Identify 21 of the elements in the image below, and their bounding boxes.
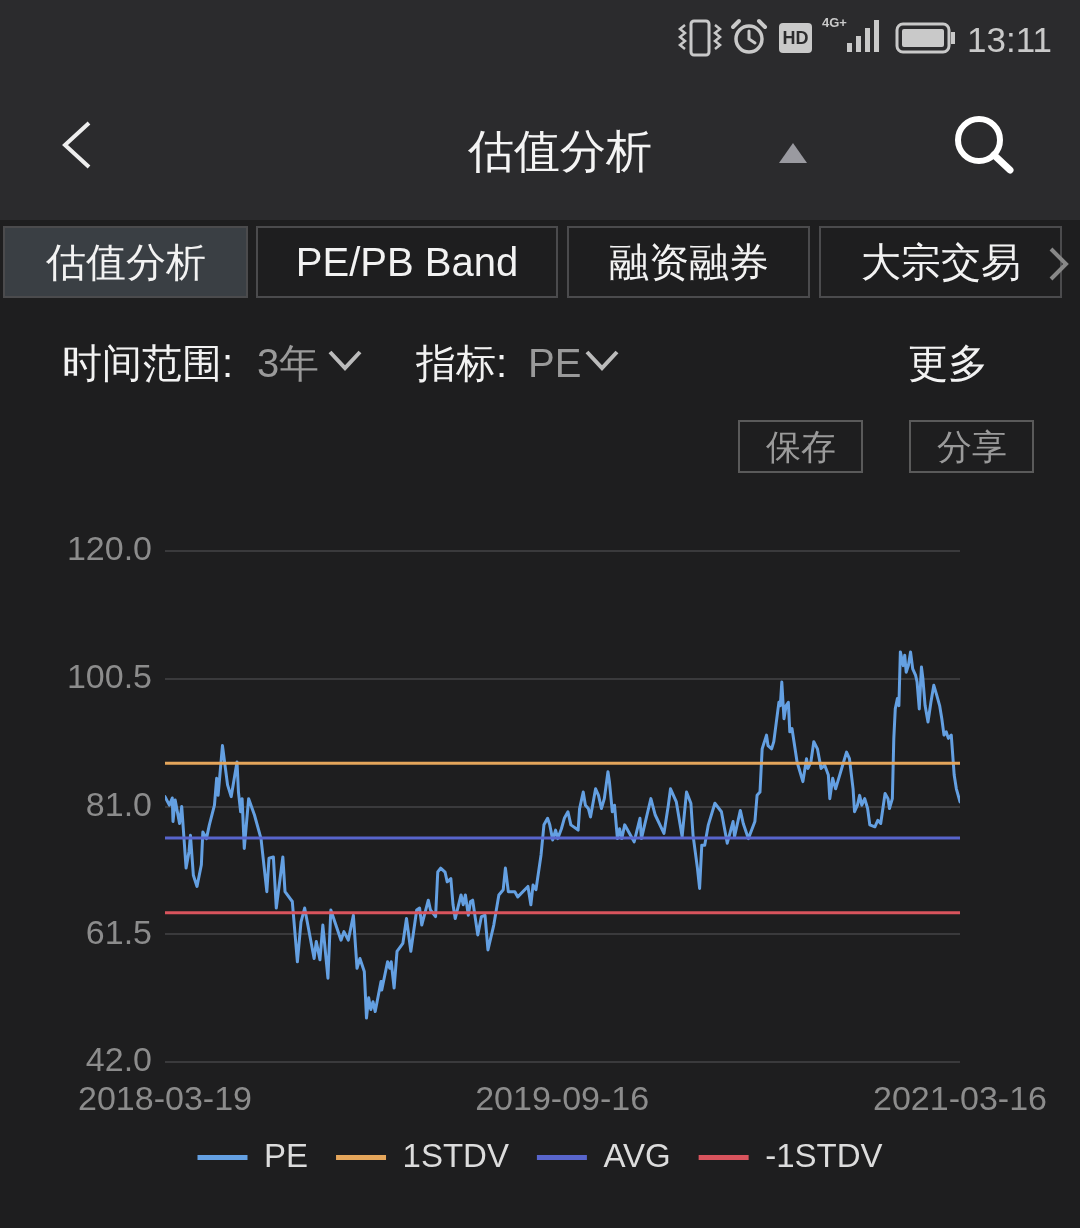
text: 指标: — [416, 341, 508, 385]
y-tick-label: 42.0 — [85, 1040, 152, 1079]
chart-title: 估值分析 — [467, 125, 653, 177]
x-tick-label: 2018-03-19 — [78, 1078, 252, 1117]
y-tick-label: 120.0 — [66, 529, 152, 568]
text: PE — [528, 341, 582, 385]
y-tick-label: 100.5 — [66, 657, 152, 696]
text: 时间范围: — [62, 341, 234, 385]
text: 13:11 — [967, 20, 1052, 59]
x-tick-label: 2019-09-16 — [475, 1078, 650, 1117]
text: 更多 — [908, 341, 988, 385]
legend-label: 1STDV — [402, 1136, 509, 1174]
x-tick-label: 2021-03-16 — [873, 1078, 1047, 1117]
y-tick-label: 61.5 — [85, 912, 152, 951]
hd-icon: HD — [779, 23, 812, 53]
legend-label: -1STDV — [765, 1136, 883, 1174]
legend-label: AVG — [603, 1136, 671, 1174]
y-tick-label: 81.0 — [85, 784, 152, 823]
legend-label: PE — [264, 1136, 309, 1174]
text: 4G+ — [822, 15, 847, 30]
text: 3年 — [257, 341, 320, 385]
